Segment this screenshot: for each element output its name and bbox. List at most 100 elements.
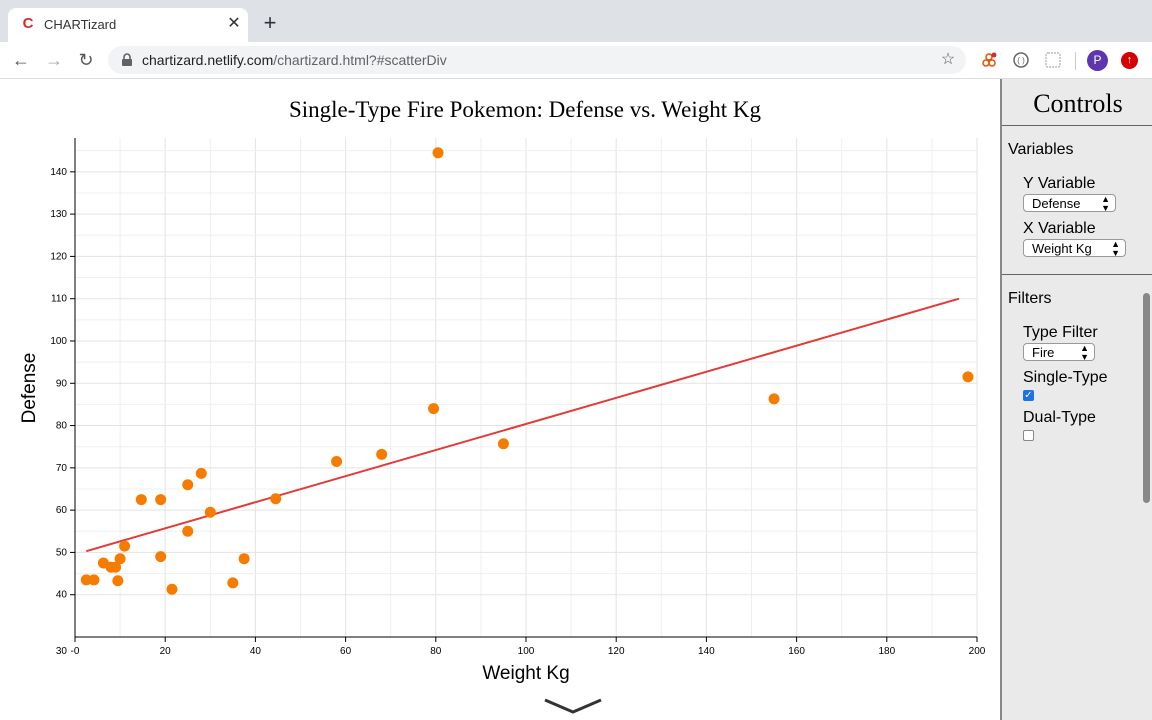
divider	[1002, 274, 1152, 275]
extension-icon[interactable]	[980, 51, 998, 69]
svg-text:( ): ( )	[1017, 56, 1025, 65]
data-point[interactable]	[182, 479, 194, 491]
dual-type-checkbox[interactable]	[1023, 430, 1034, 441]
lock-icon	[122, 53, 132, 66]
x-tick-label: 120	[608, 646, 625, 657]
toolbar-divider	[1075, 52, 1076, 70]
data-point[interactable]	[119, 540, 131, 552]
x-variable-value: Weight Kg	[1032, 241, 1092, 256]
data-point[interactable]	[195, 467, 207, 479]
extension-icon[interactable]	[1044, 51, 1062, 69]
x-tick-label: 40	[250, 646, 262, 657]
profile-avatar[interactable]: P	[1087, 50, 1108, 71]
data-point[interactable]	[155, 551, 167, 563]
tab-strip: C CHARTizard ✕ +	[0, 0, 1152, 42]
x-tick-label: 80	[430, 646, 442, 657]
url-text: chartizard.netlify.com/chartizard.html?#…	[142, 52, 447, 68]
points-group	[80, 147, 974, 595]
x-tick-label: 140	[698, 646, 715, 657]
divider	[1002, 125, 1152, 126]
controls-panel: Controls Variables Y Variable Defense ▲ ▼ …	[1000, 79, 1152, 720]
trendline-group	[85, 297, 960, 553]
x-tick-label: 180	[878, 646, 895, 657]
select-arrows-icon: ▲ ▼	[1101, 194, 1110, 213]
scroll-down-chevron-icon[interactable]	[544, 698, 602, 714]
y-tick-label: 30	[56, 646, 68, 657]
data-point[interactable]	[88, 574, 100, 586]
data-point[interactable]	[135, 494, 147, 506]
y-variable-label: Y Variable	[1023, 175, 1096, 192]
update-icon[interactable]: ↑	[1121, 52, 1138, 69]
x-variable-select[interactable]: Weight Kg ▲ ▼	[1023, 239, 1126, 258]
data-point[interactable]	[155, 494, 167, 506]
y-tick-label: 110	[51, 294, 67, 305]
scrollbar-thumb[interactable]	[1143, 293, 1150, 503]
y-tick-label: 120	[50, 251, 67, 262]
grid	[75, 138, 978, 637]
data-point[interactable]	[432, 147, 444, 159]
browser-toolbar: ← → ↻ chartizard.netlify.com/chartizard.…	[0, 42, 1152, 79]
data-point[interactable]	[768, 393, 780, 405]
y-variable-select[interactable]: Defense ▲ ▼	[1023, 194, 1116, 213]
url-host: chartizard.netlify.com	[142, 52, 274, 68]
address-bar[interactable]: chartizard.netlify.com/chartizard.html?#…	[108, 46, 966, 74]
data-point[interactable]	[182, 525, 194, 537]
tab-title: CHARTizard	[44, 17, 117, 32]
x-tick-label: 60	[340, 646, 352, 657]
data-point[interactable]	[376, 448, 388, 460]
bookmark-star-icon[interactable]: ☆	[940, 51, 956, 68]
data-point[interactable]	[114, 553, 126, 565]
y-tick-label: 50	[56, 547, 68, 558]
data-point[interactable]	[962, 371, 974, 383]
select-arrows-icon: ▲ ▼	[1111, 239, 1120, 258]
y-tick-label: 80	[56, 421, 68, 432]
scatter-chart: -0 20 40 60 80 100 120 140 160 180 200 40 50 60 70 80 90…	[19, 138, 986, 714]
page-content: Single-Type Fire Pokemon: Defense vs. We…	[0, 79, 1000, 720]
chart-title: Single-Type Fire Pokemon: Defense vs. We…	[288, 97, 762, 122]
tab-chartizard[interactable]: C CHARTizard ✕	[8, 8, 248, 42]
favicon-icon: C	[22, 15, 34, 32]
controls-title: Controls	[1033, 89, 1123, 118]
back-arrow-icon[interactable]: ←	[12, 50, 30, 70]
x-tick-label: 100	[518, 646, 535, 657]
y-tick-label: 130	[50, 209, 67, 220]
data-point[interactable]	[110, 561, 122, 573]
data-point[interactable]	[112, 575, 124, 587]
data-point[interactable]	[238, 553, 250, 565]
x-tick-label: 160	[788, 646, 805, 657]
close-tab-icon[interactable]: ✕	[227, 15, 241, 32]
y-tick-label: 40	[56, 590, 68, 601]
type-filter-value: Fire	[1032, 345, 1055, 360]
trendline	[85, 297, 960, 553]
forward-arrow-icon[interactable]: →	[45, 50, 63, 70]
single-type-checkbox[interactable]: ✓	[1023, 390, 1034, 401]
y-variable-value: Defense	[1032, 196, 1081, 211]
variables-heading: Variables	[1008, 141, 1074, 158]
axes: -0 20 40 60 80 100 120 140 160 180 200 40 50 60 70 80 90…	[50, 138, 986, 657]
extension-icon[interactable]: ( )	[1012, 51, 1030, 69]
type-filter-label: Type Filter	[1023, 324, 1098, 341]
y-tick-label: 140	[50, 167, 67, 178]
type-filter-select[interactable]: Fire ▲ ▼	[1023, 343, 1095, 362]
x-variable-label: X Variable	[1023, 220, 1096, 237]
url-path: /chartizard.html?#scatterDiv	[273, 52, 447, 68]
select-arrows-icon: ▲ ▼	[1080, 343, 1089, 362]
data-point[interactable]	[428, 403, 440, 415]
filters-heading: Filters	[1008, 290, 1052, 307]
data-point[interactable]	[331, 456, 343, 468]
data-point[interactable]	[270, 493, 282, 505]
x-axis-label: Weight Kg	[482, 663, 569, 684]
y-tick-label: 60	[56, 505, 68, 516]
y-tick-label: 90	[56, 378, 68, 389]
single-type-label: Single-Type	[1023, 369, 1108, 386]
data-point[interactable]	[227, 577, 239, 589]
data-point[interactable]	[166, 583, 178, 595]
x-tick-label: 20	[160, 646, 172, 657]
data-point[interactable]	[204, 506, 216, 518]
reload-icon[interactable]: ↻	[78, 50, 94, 70]
data-point[interactable]	[497, 438, 509, 450]
data-point[interactable]	[80, 574, 92, 586]
x-tick-label: 200	[969, 646, 986, 657]
new-tab-icon[interactable]: +	[263, 10, 277, 35]
x-tick-label: -0	[71, 646, 80, 657]
